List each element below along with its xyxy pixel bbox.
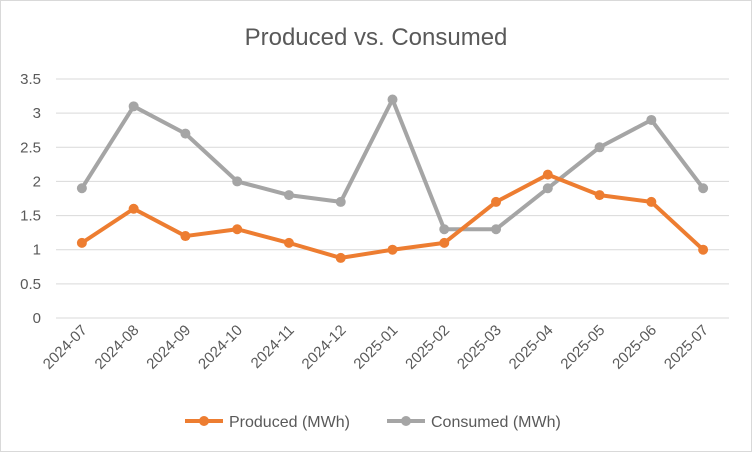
data-point [542,183,553,194]
x-tick-label: 2024-07 [40,322,91,373]
y-tick-label: 3 [33,105,41,122]
data-point [439,224,450,235]
data-point [283,237,294,248]
data-point [387,244,398,255]
data-point [335,196,346,207]
x-tick-label: 2024-11 [248,322,298,372]
x-tick-label: 2025-01 [350,322,401,373]
x-axis-ticks: 2024-07 2024-08 2024-09 2024-10 2024-11 2024-… [40,322,712,373]
series-group [76,94,709,263]
legend-marker [401,416,411,426]
x-tick-label: 2024-12 [299,322,350,373]
series-line [79,97,706,232]
data-point [646,114,657,125]
data-point [335,252,346,263]
y-tick-label: 1.5 [20,208,41,225]
data-point [491,224,502,235]
x-tick-label: 2025-05 [557,322,608,373]
legend-marker [199,416,209,426]
data-point [232,224,243,235]
data-point [76,237,87,248]
chart-title: Produced vs. Consumed [245,24,508,51]
y-tick-label: 0 [33,310,41,327]
y-tick-label: 0.5 [20,276,41,293]
data-point [491,196,502,207]
data-point [76,183,87,194]
data-point [646,196,657,207]
data-point [542,169,553,180]
y-tick-label: 3.5 [20,71,41,88]
x-tick-label: 2025-03 [454,322,505,373]
x-tick-label: 2024-10 [195,322,246,373]
x-tick-label: 2025-06 [609,322,660,373]
x-tick-label: 2025-04 [506,322,557,373]
x-tick-label: 2025-07 [661,322,712,373]
data-point [698,183,709,194]
y-tick-label: 2 [33,173,41,190]
data-point [128,101,139,112]
y-tick-label: 2.5 [20,139,41,156]
data-point [283,190,294,201]
y-tick-label: 1 [33,242,41,259]
data-point [180,128,191,139]
data-point [232,176,243,187]
data-point [594,142,605,153]
data-point [698,244,709,255]
data-point [594,190,605,201]
data-point [128,203,139,214]
x-tick-label: 2024-09 [143,322,194,373]
x-tick-label: 2025-02 [402,322,453,373]
legend-label: Produced (MWh) [229,414,350,431]
legend: Produced (MWh) Consumed (MWh) [185,414,561,431]
data-point [180,231,191,242]
x-tick-label: 2024-08 [92,322,143,373]
legend-label: Consumed (MWh) [431,414,561,431]
y-axis-ticks: 0 0.5 1 1.5 2 2.5 3 3.5 [20,71,41,327]
data-point [439,237,450,248]
data-point [387,94,398,105]
